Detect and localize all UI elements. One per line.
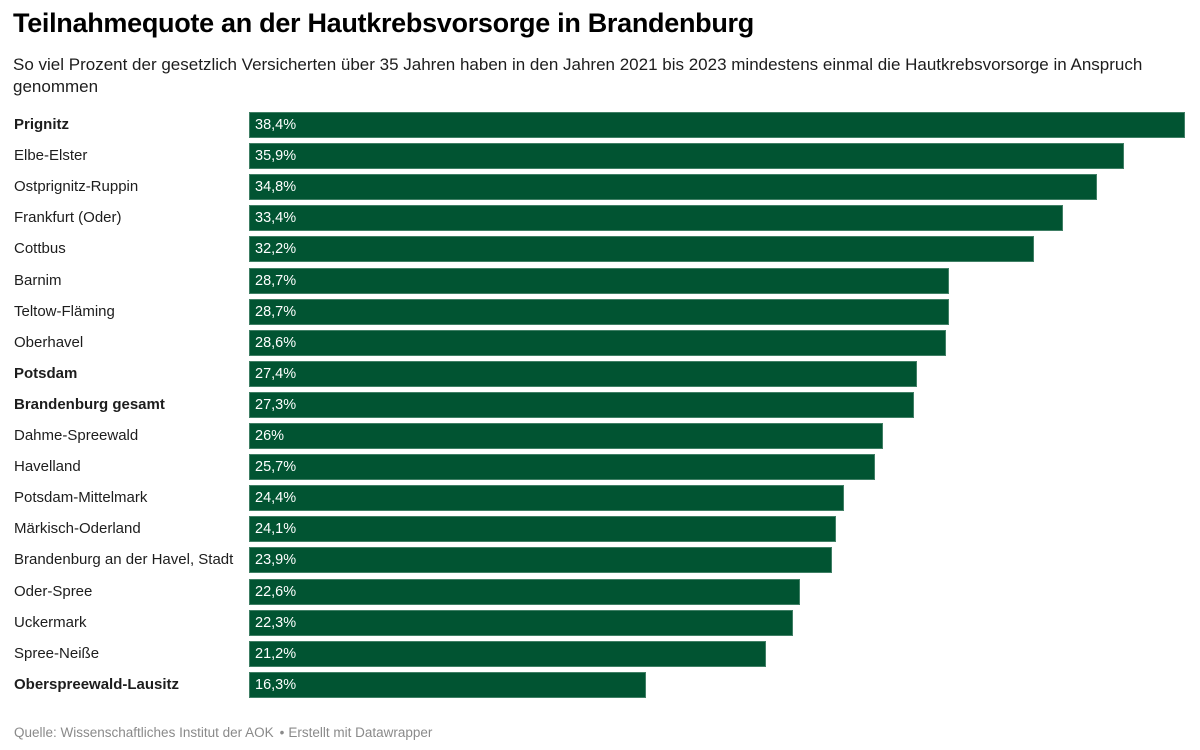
chart-row: Spree-Neiße 21,2% [0,640,1200,667]
category-label: Potsdam [14,364,78,382]
bar [249,516,836,543]
category-label: Oberspreewald-Lausitz [14,675,180,693]
chart-row: Uckermark 22,3% [0,609,1200,636]
bar [249,423,883,449]
bar [249,205,1063,232]
chart-footer: Quelle: Wissenschaftliches Institut der … [14,725,432,740]
chart-subtitle: So viel Prozent der gesetzlich Versicher… [13,55,1143,96]
value-label: 34,8% [255,179,297,196]
category-label: Havelland [14,458,81,476]
value-label: 24,4% [255,490,297,507]
bar [249,391,914,418]
category-label: Märkisch-Oderland [14,520,141,538]
bar [249,640,766,667]
chart-row: Potsdam 27,4% [0,360,1200,387]
category-label: Uckermark [14,613,87,631]
footer-separator: • [279,725,285,740]
chart-row: Prignitz 38,4% [0,112,1200,138]
value-label: 25,7% [255,459,297,476]
bar [249,174,1097,201]
category-label: Dahme-Spreewald [14,427,139,444]
value-label: 32,2% [255,241,297,258]
value-label: 24,1% [255,521,297,538]
chart-row: Oberspreewald-Lausitz 16,3% [0,671,1200,698]
category-label: Teltow-Fläming [14,302,115,320]
category-label: Spree-Neiße [14,644,100,662]
category-label: Brandenburg gesamt [14,395,165,413]
value-label: 26% [255,428,285,444]
chart-row: Teltow-Fläming 28,7% [0,298,1200,325]
bar [249,671,646,698]
source-note: Quelle: Wissenschaftliches Institut der … [14,725,274,740]
bar [249,547,832,574]
category-label: Cottbus [14,240,66,258]
bar [249,267,949,294]
value-label: 35,9% [255,148,297,165]
bar [249,454,875,481]
bar [249,329,946,356]
category-label: Elbe-Elster [14,147,88,165]
value-label: 23,9% [255,552,297,569]
value-label: 22,3% [255,614,297,631]
chart-title: Teilnahmequote an der Hautkrebsvorsorge … [13,8,754,38]
category-label: Oberhavel [14,333,84,351]
category-label: Barnim [14,271,62,289]
chart-row: Havelland 25,7% [0,454,1200,481]
bar [249,143,1124,170]
chart-row: Brandenburg gesamt 27,3% [0,391,1200,418]
value-label: 33,4% [255,210,297,227]
value-label: 16,3% [255,676,297,693]
value-label: 27,4% [255,365,297,382]
value-label: 28,6% [255,334,297,351]
bar [249,112,1185,138]
value-label: 22,6% [255,583,297,600]
value-label: 21,2% [255,645,297,662]
bar [249,236,1034,263]
chart-row: Barnim 28,7% [0,267,1200,294]
value-label: 27,3% [255,396,297,413]
chart-row: Cottbus 32,2% [0,236,1200,263]
chart-row: Oder-Spree 22,6% [0,578,1200,605]
chart-row: Elbe-Elster 35,9% [0,143,1200,170]
category-label: Ostprignitz-Ruppin [14,178,139,196]
category-label: Prignitz [14,116,69,133]
category-label: Brandenburg an der Havel, Stadt [14,551,234,569]
chart-row: Brandenburg an der Havel, Stadt 23,9% [0,547,1200,574]
value-label: 28,7% [255,272,297,289]
bar-chart: Prignitz 38,4% Elbe-Elster 35,9% Ostprignitz… [0,105,1200,705]
bar [249,298,949,325]
chart-row: Oberhavel 28,6% [0,329,1200,356]
bar [249,578,800,605]
value-label: 28,7% [255,303,297,320]
credit-note: Erstellt mit Datawrapper [288,725,433,740]
chart-row: Potsdam-Mittelmark 24,4% [0,485,1200,512]
bar [249,360,917,387]
chart-row: Dahme-Spreewald 26% [0,423,1200,449]
bar [249,485,844,512]
category-label: Oder-Spree [14,582,93,600]
category-label: Frankfurt (Oder) [14,209,122,227]
value-label: 38,4% [255,117,297,133]
bar [249,609,793,636]
chart-row: Frankfurt (Oder) 33,4% [0,205,1200,232]
category-label: Potsdam-Mittelmark [14,489,148,507]
chart-row: Ostprignitz-Ruppin 34,8% [0,174,1200,201]
chart-row: Märkisch-Oderland 24,1% [0,516,1200,543]
